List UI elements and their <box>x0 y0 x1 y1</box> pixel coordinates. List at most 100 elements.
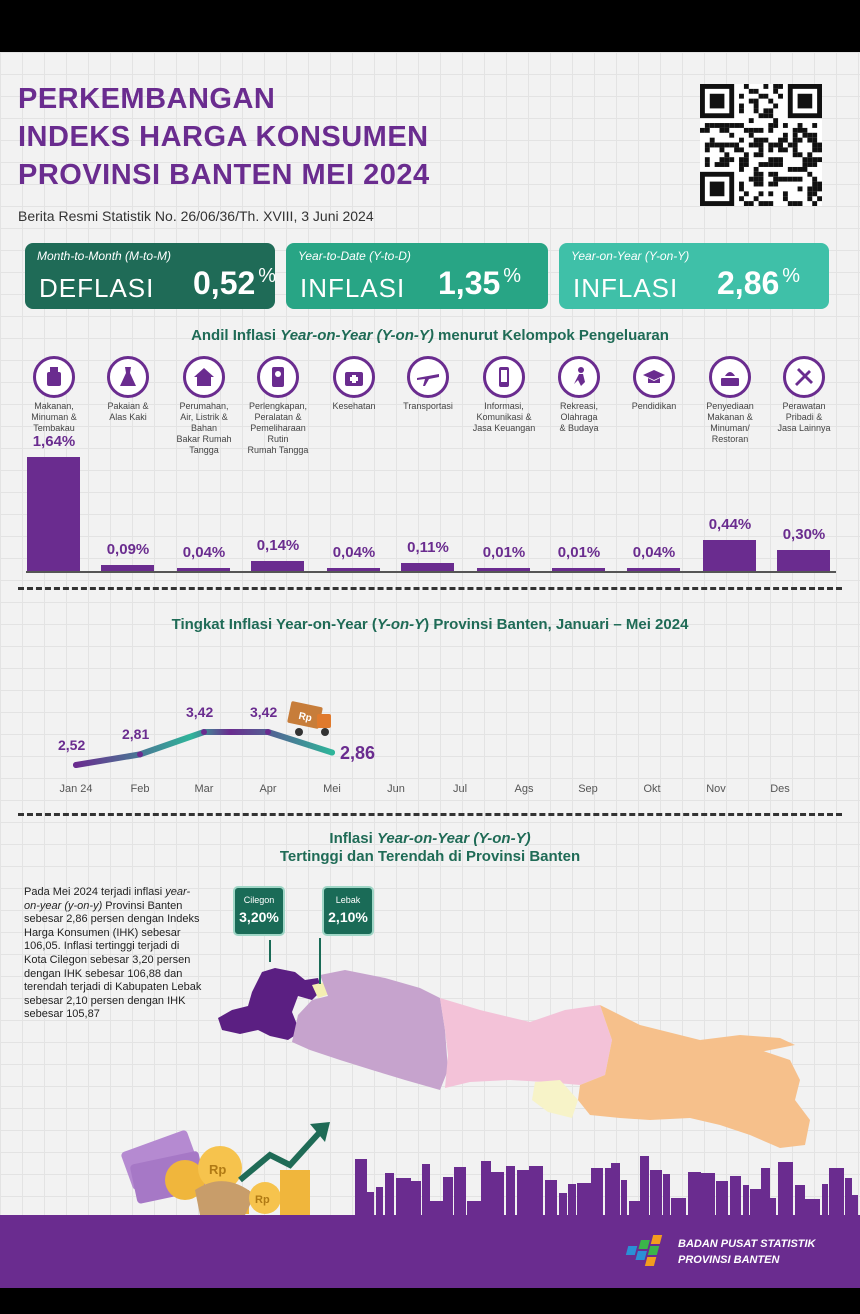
line-title-pre: Tingkat Inflasi Year-on-Year ( <box>171 616 377 633</box>
bar-title-italic: Year-on-Year (Y-on-Y) <box>280 327 434 344</box>
title-line-2: INDEKS HARGA KONSUMEN <box>18 121 429 153</box>
org-line-1: BADAN PUSAT STATISTIK <box>678 1238 816 1250</box>
mtm-value-wrap: 0,52% <box>193 265 276 302</box>
bar-value-label: 0,04% <box>332 544 376 561</box>
bar <box>27 457 80 571</box>
svg-text:Rp: Rp <box>297 711 312 725</box>
bar-chart-title: Andil Inflasi Year-on-Year (Y-on-Y) menu… <box>0 327 860 344</box>
cilegon-tag: Cilegon 3,20% <box>233 886 285 936</box>
mtm-label: Month-to-Month (M-to-M) <box>37 249 172 263</box>
graduation-cap-icon <box>633 356 675 398</box>
yoy-unit: % <box>782 265 801 287</box>
bar <box>327 568 380 571</box>
category-9: Penyediaan Makanan & Minuman/ Restoran <box>693 356 767 445</box>
summary-paragraph: Pada Mei 2024 terjadi inflasi year-on-ye… <box>24 886 204 1022</box>
map-region-banten <box>218 968 322 1040</box>
bar-title-post: menurut Kelompok Pengeluaran <box>433 327 669 344</box>
mtm-unit: % <box>258 265 277 287</box>
category-10: Perawatan Pribadi & Jasa Lainnya <box>767 356 841 434</box>
mtm-box: Month-to-Month (M-to-M) DEFLASI 0,52% <box>25 243 276 309</box>
line-title-post: ) Provinsi Banten, Januari – Mei 2024 <box>424 616 689 633</box>
bar-title-pre: Andil Inflasi <box>191 327 281 344</box>
footer-band <box>0 1215 860 1288</box>
mtm-value: 0,52 <box>193 265 256 301</box>
line-chart-title: Tingkat Inflasi Year-on-Year (Y-on-Y) Pr… <box>0 616 860 633</box>
page-subtitle: Berita Resmi Statistik No. 26/06/36/Th. … <box>18 208 374 224</box>
month-label: Jan 24 <box>59 783 93 795</box>
cilegon-name: Cilegon <box>243 895 275 905</box>
yoy-value: 2,86 <box>717 265 780 301</box>
line-title-italic: Y-on-Y <box>376 616 425 633</box>
category-label: Pakaian & Alas Kaki <box>107 401 149 422</box>
bar <box>703 540 756 571</box>
bar <box>777 550 830 571</box>
category-label: Perawatan Pribadi & Jasa Lainnya <box>777 401 831 433</box>
month-label: Des <box>770 783 790 795</box>
airplane-icon <box>407 356 449 398</box>
mtm-kind: DEFLASI <box>39 273 155 303</box>
svg-text:Rp: Rp <box>209 1162 226 1177</box>
category-label: Rekreasi, Olahraga & Budaya <box>559 401 599 433</box>
line-value-label: 2,86 <box>340 742 376 763</box>
category-3: Perlengkapan, Peralatan & Pemeliharaan R… <box>241 356 315 456</box>
qr-code-icon[interactable] <box>700 84 822 206</box>
dress-icon <box>107 356 149 398</box>
category-label: Makanan, Minuman & Tembakau <box>31 401 77 433</box>
bar <box>627 568 680 571</box>
bar-value-label: 0,14% <box>256 537 300 555</box>
category-label: Perumahan, Air, Listrik & Bahan Bakar Ru… <box>176 401 232 455</box>
map-region-west-java <box>292 970 448 1090</box>
sports-icon <box>558 356 600 398</box>
bar-value-label: 0,30% <box>782 526 826 544</box>
java-map <box>218 938 810 1148</box>
map-region-east-java <box>578 1005 810 1148</box>
bar <box>251 561 304 571</box>
lebak-name: Lebak <box>335 895 361 905</box>
line-point <box>73 762 79 768</box>
bar <box>401 563 454 571</box>
yoy-box: Year-on-Year (Y-on-Y) INFLASI 2,86% <box>559 243 829 309</box>
map-title: Inflasi Year-on-Year (Y-on-Y) Tertinggi … <box>0 830 860 866</box>
tools-icon <box>783 356 825 398</box>
summary-part-1: Pada Mei 2024 terjadi inflasi <box>24 886 166 898</box>
bar-value-label: 0,04% <box>182 544 226 561</box>
yoy-kind: INFLASI <box>573 273 679 303</box>
money-illustration: Rp Rp <box>121 1122 330 1215</box>
map-region-central-java <box>440 998 612 1088</box>
bar-value-label: 0,01% <box>557 544 601 561</box>
medical-kit-icon <box>333 356 375 398</box>
page-title: PERKEMBANGAN INDEKS HARGA KONSUMEN PROVI… <box>18 80 430 194</box>
divider-1 <box>18 587 842 590</box>
svg-text:Rp: Rp <box>255 1194 270 1206</box>
ytd-unit: % <box>503 265 522 287</box>
ytd-value-wrap: 1,35% <box>438 265 521 302</box>
month-label: Feb <box>130 783 150 795</box>
map-title-pre: Inflasi <box>329 830 377 847</box>
bar <box>101 564 154 571</box>
month-label: Jul <box>452 783 468 795</box>
category-label: Kesehatan <box>332 401 376 411</box>
divider-2 <box>18 813 842 816</box>
delivery-truck-icon: Rp <box>287 701 331 736</box>
category-label: Penyediaan Makanan & Minuman/ Restoran <box>706 401 754 444</box>
org-line-2: PROVINSI BANTEN <box>678 1254 780 1266</box>
city-skyline <box>355 1156 858 1216</box>
summary-part-2: year-on-year (y-on-y) <box>24 886 191 912</box>
bar <box>177 568 230 571</box>
bar-baseline <box>26 571 836 573</box>
month-label: Apr <box>259 783 277 795</box>
bar-value-label: 0,01% <box>482 544 526 561</box>
month-label: Okt <box>643 783 661 795</box>
organization-name: BADAN PUSAT STATISTIK PROVINSI BANTEN <box>678 1236 816 1268</box>
line-point <box>137 751 143 758</box>
line-value-label: 2,81 <box>122 726 150 743</box>
category-7: Rekreasi, Olahraga & Budaya <box>542 356 616 434</box>
bar-value-label: 0,04% <box>632 544 676 561</box>
line-point <box>201 729 207 735</box>
month-label: Sep <box>578 783 598 795</box>
cilegon-value: 3,20% <box>239 909 279 925</box>
category-6: Informasi, Komunikasi & Jasa Keuangan <box>467 356 541 434</box>
map-title-line-2: Tertinggi dan Terendah di Provinsi Bante… <box>279 848 581 865</box>
map-region-yogyakarta <box>532 1080 578 1118</box>
